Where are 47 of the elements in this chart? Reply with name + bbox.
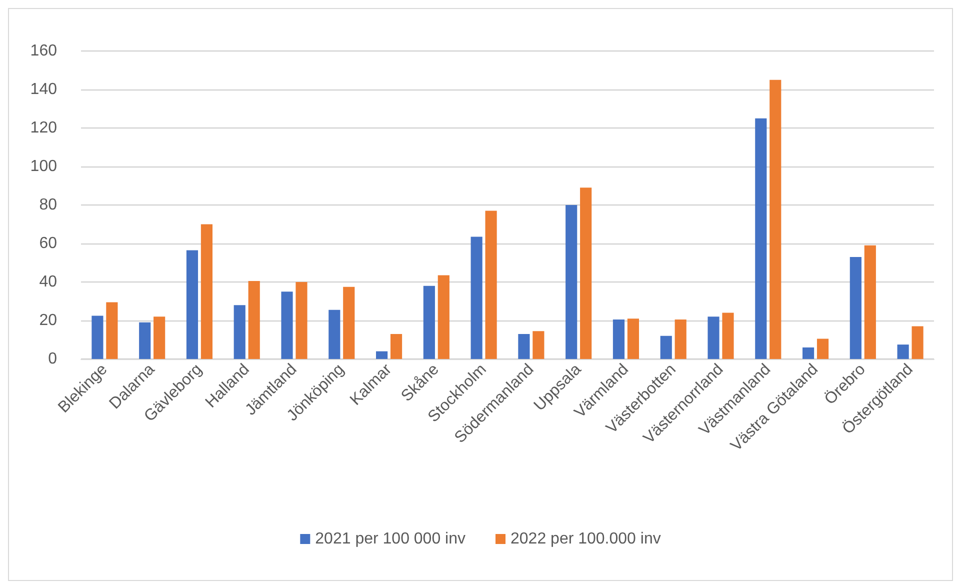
legend-label: 2021 per 100 000 inv — [315, 530, 466, 548]
bar — [627, 318, 640, 359]
y-tick-label: 0 — [48, 350, 58, 368]
y-tick-label: 120 — [30, 120, 58, 136]
bar — [660, 336, 672, 359]
bar — [816, 338, 829, 359]
bar — [139, 322, 151, 359]
bar — [423, 286, 435, 359]
bar — [376, 351, 388, 359]
bar — [722, 312, 734, 359]
bar — [674, 320, 686, 359]
bar — [897, 344, 909, 359]
legend-label: 2022 per 100.000 inv — [510, 530, 661, 548]
bar — [770, 80, 782, 359]
bar — [200, 224, 213, 359]
y-tick-label: 40 — [39, 274, 58, 290]
bar — [92, 316, 104, 359]
bar — [708, 316, 720, 359]
bar — [470, 236, 482, 359]
bar — [580, 188, 592, 359]
bar — [850, 256, 862, 359]
bar — [566, 205, 578, 359]
y-tick-label: 100 — [30, 158, 58, 175]
bar — [802, 347, 814, 359]
bar — [532, 331, 544, 359]
bar — [186, 250, 198, 359]
bar — [296, 282, 308, 359]
bar — [912, 326, 924, 359]
bar — [518, 334, 530, 359]
y-tick-label: 140 — [30, 81, 58, 98]
bar — [755, 118, 767, 359]
bar — [234, 305, 246, 359]
bar — [438, 275, 450, 359]
bar — [612, 320, 625, 359]
bar — [281, 292, 293, 359]
bar — [343, 286, 355, 359]
y-tick-label: 80 — [39, 196, 58, 214]
y-tick-label: 20 — [39, 312, 58, 329]
y-tick-label: 160 — [30, 42, 58, 60]
bar — [248, 281, 260, 359]
bar — [485, 210, 497, 359]
bar — [154, 316, 166, 359]
y-tick-label: 60 — [39, 235, 58, 252]
bar — [390, 334, 402, 359]
bar — [328, 310, 340, 359]
bar — [106, 302, 118, 359]
bar — [864, 245, 876, 359]
